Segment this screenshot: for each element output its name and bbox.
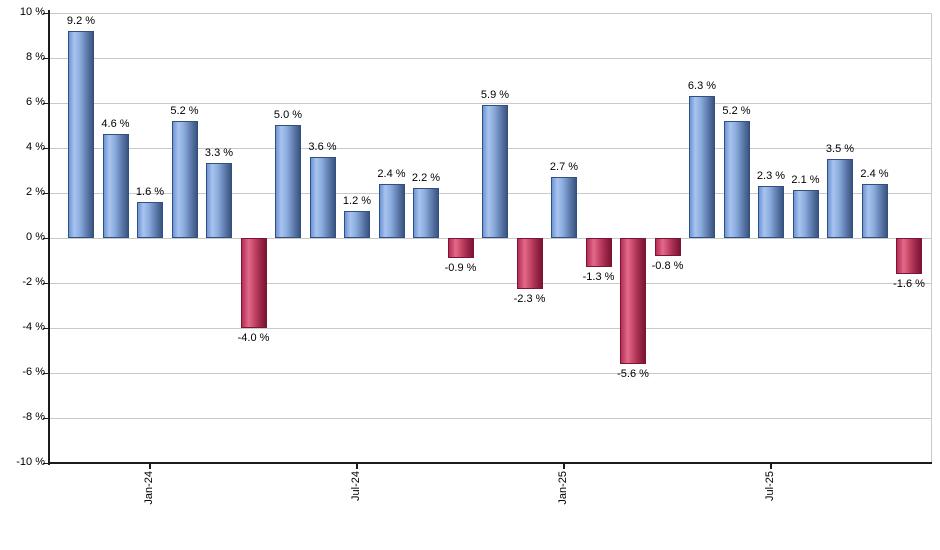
y-tick [43,57,48,59]
bar-value-label: 5.2 % [170,104,199,117]
bar-negative [516,237,543,290]
bar-positive [551,176,577,238]
bar-positive [792,190,819,238]
bar-value-label: 6.3 % [687,79,717,92]
gridline [49,417,931,419]
x-tick [149,464,151,469]
bar-value-label: 2.4 % [377,167,406,180]
bar-value-label: -0.8 % [651,259,684,272]
bar-positive [723,120,750,238]
y-tick-label: 10 % [19,6,45,18]
bar-negative [447,237,474,258]
bar-value-label: -1.6 % [893,277,925,290]
y-axis-line [48,10,50,465]
bar-negative [896,237,922,274]
bar-positive [861,183,888,238]
bar-positive [413,188,439,238]
y-tick-label: -4 % [22,321,45,333]
bar-positive [689,95,715,238]
y-tick [43,237,48,239]
gridline [49,282,931,284]
bar-value-label: 9.2 % [66,14,96,27]
y-tick [43,417,48,419]
x-tick [356,464,358,469]
x-tick-label: Jul-25 [764,470,776,501]
y-tick [43,147,48,149]
x-tick-label: Jan-25 [557,470,569,505]
bar-value-label: 2.2 % [411,172,441,184]
y-tick-label: -6 % [22,366,45,378]
x-axis-line [48,462,932,464]
bar-negative [620,237,646,364]
y-tick [43,192,48,194]
bar-value-label: 3.6 % [308,140,337,153]
bar-positive [171,120,198,238]
bar-positive [827,158,853,238]
bar-positive [102,134,129,238]
bar-positive [68,30,94,238]
bar-value-label: 2.4 % [860,167,889,180]
bar-value-label: -1.3 % [582,270,615,283]
bar-value-label: 5.2 % [722,104,751,117]
bar-positive [206,163,232,238]
bar-value-label: 2.1 % [791,174,820,187]
y-tick-label: 0 % [26,231,45,243]
y-tick [43,12,48,14]
gridline [49,57,931,59]
plot-right-border [931,12,932,463]
bar-negative [240,237,267,328]
y-tick [43,282,48,284]
bar-positive [137,201,163,238]
bar-value-label: 3.5 % [825,142,855,155]
y-tick-label: -2 % [22,276,45,288]
bar-positive [378,183,405,238]
bar-positive [758,185,784,238]
gridline [49,102,931,104]
bar-value-label: -0.9 % [444,261,477,274]
y-tick-label: -8 % [22,411,45,423]
bar-value-label: 2.3 % [756,169,786,182]
bar-value-label: -2.3 % [513,293,546,306]
bar-positive [275,125,301,238]
x-tick-label: Jan-24 [143,470,155,505]
bar-value-label: -5.6 % [617,367,649,380]
y-tick [43,372,48,374]
y-tick-label: 4 % [26,141,45,153]
x-tick [770,464,772,469]
x-tick [563,464,565,469]
gridline [49,237,931,239]
bar-value-label: 3.3 % [204,147,234,160]
y-tick [43,462,48,464]
gridline [49,327,931,329]
bar-value-label: 4.6 % [101,118,130,130]
bar-value-label: 1.6 % [135,185,165,198]
bar-positive [482,104,508,238]
y-tick [43,327,48,329]
bar-value-label: 2.7 % [549,160,579,173]
bar-value-label: 5.0 % [273,109,303,121]
y-tick-label: 6 % [26,96,45,108]
y-tick-label: 8 % [26,51,45,63]
bar-positive [309,156,336,238]
bar-value-label: -4.0 % [237,331,270,344]
x-tick-label: Jul-24 [350,470,362,501]
y-tick [43,102,48,104]
gridline [49,372,931,374]
y-tick-label: 2 % [26,186,45,198]
bar-value-label: 5.9 % [480,88,510,101]
gridline [49,12,931,14]
bar-value-label: 1.2 % [342,194,372,207]
bar-positive [344,210,370,238]
bar-negative [654,237,681,256]
bar-negative [585,237,612,267]
y-tick-label: -10 % [16,456,45,468]
